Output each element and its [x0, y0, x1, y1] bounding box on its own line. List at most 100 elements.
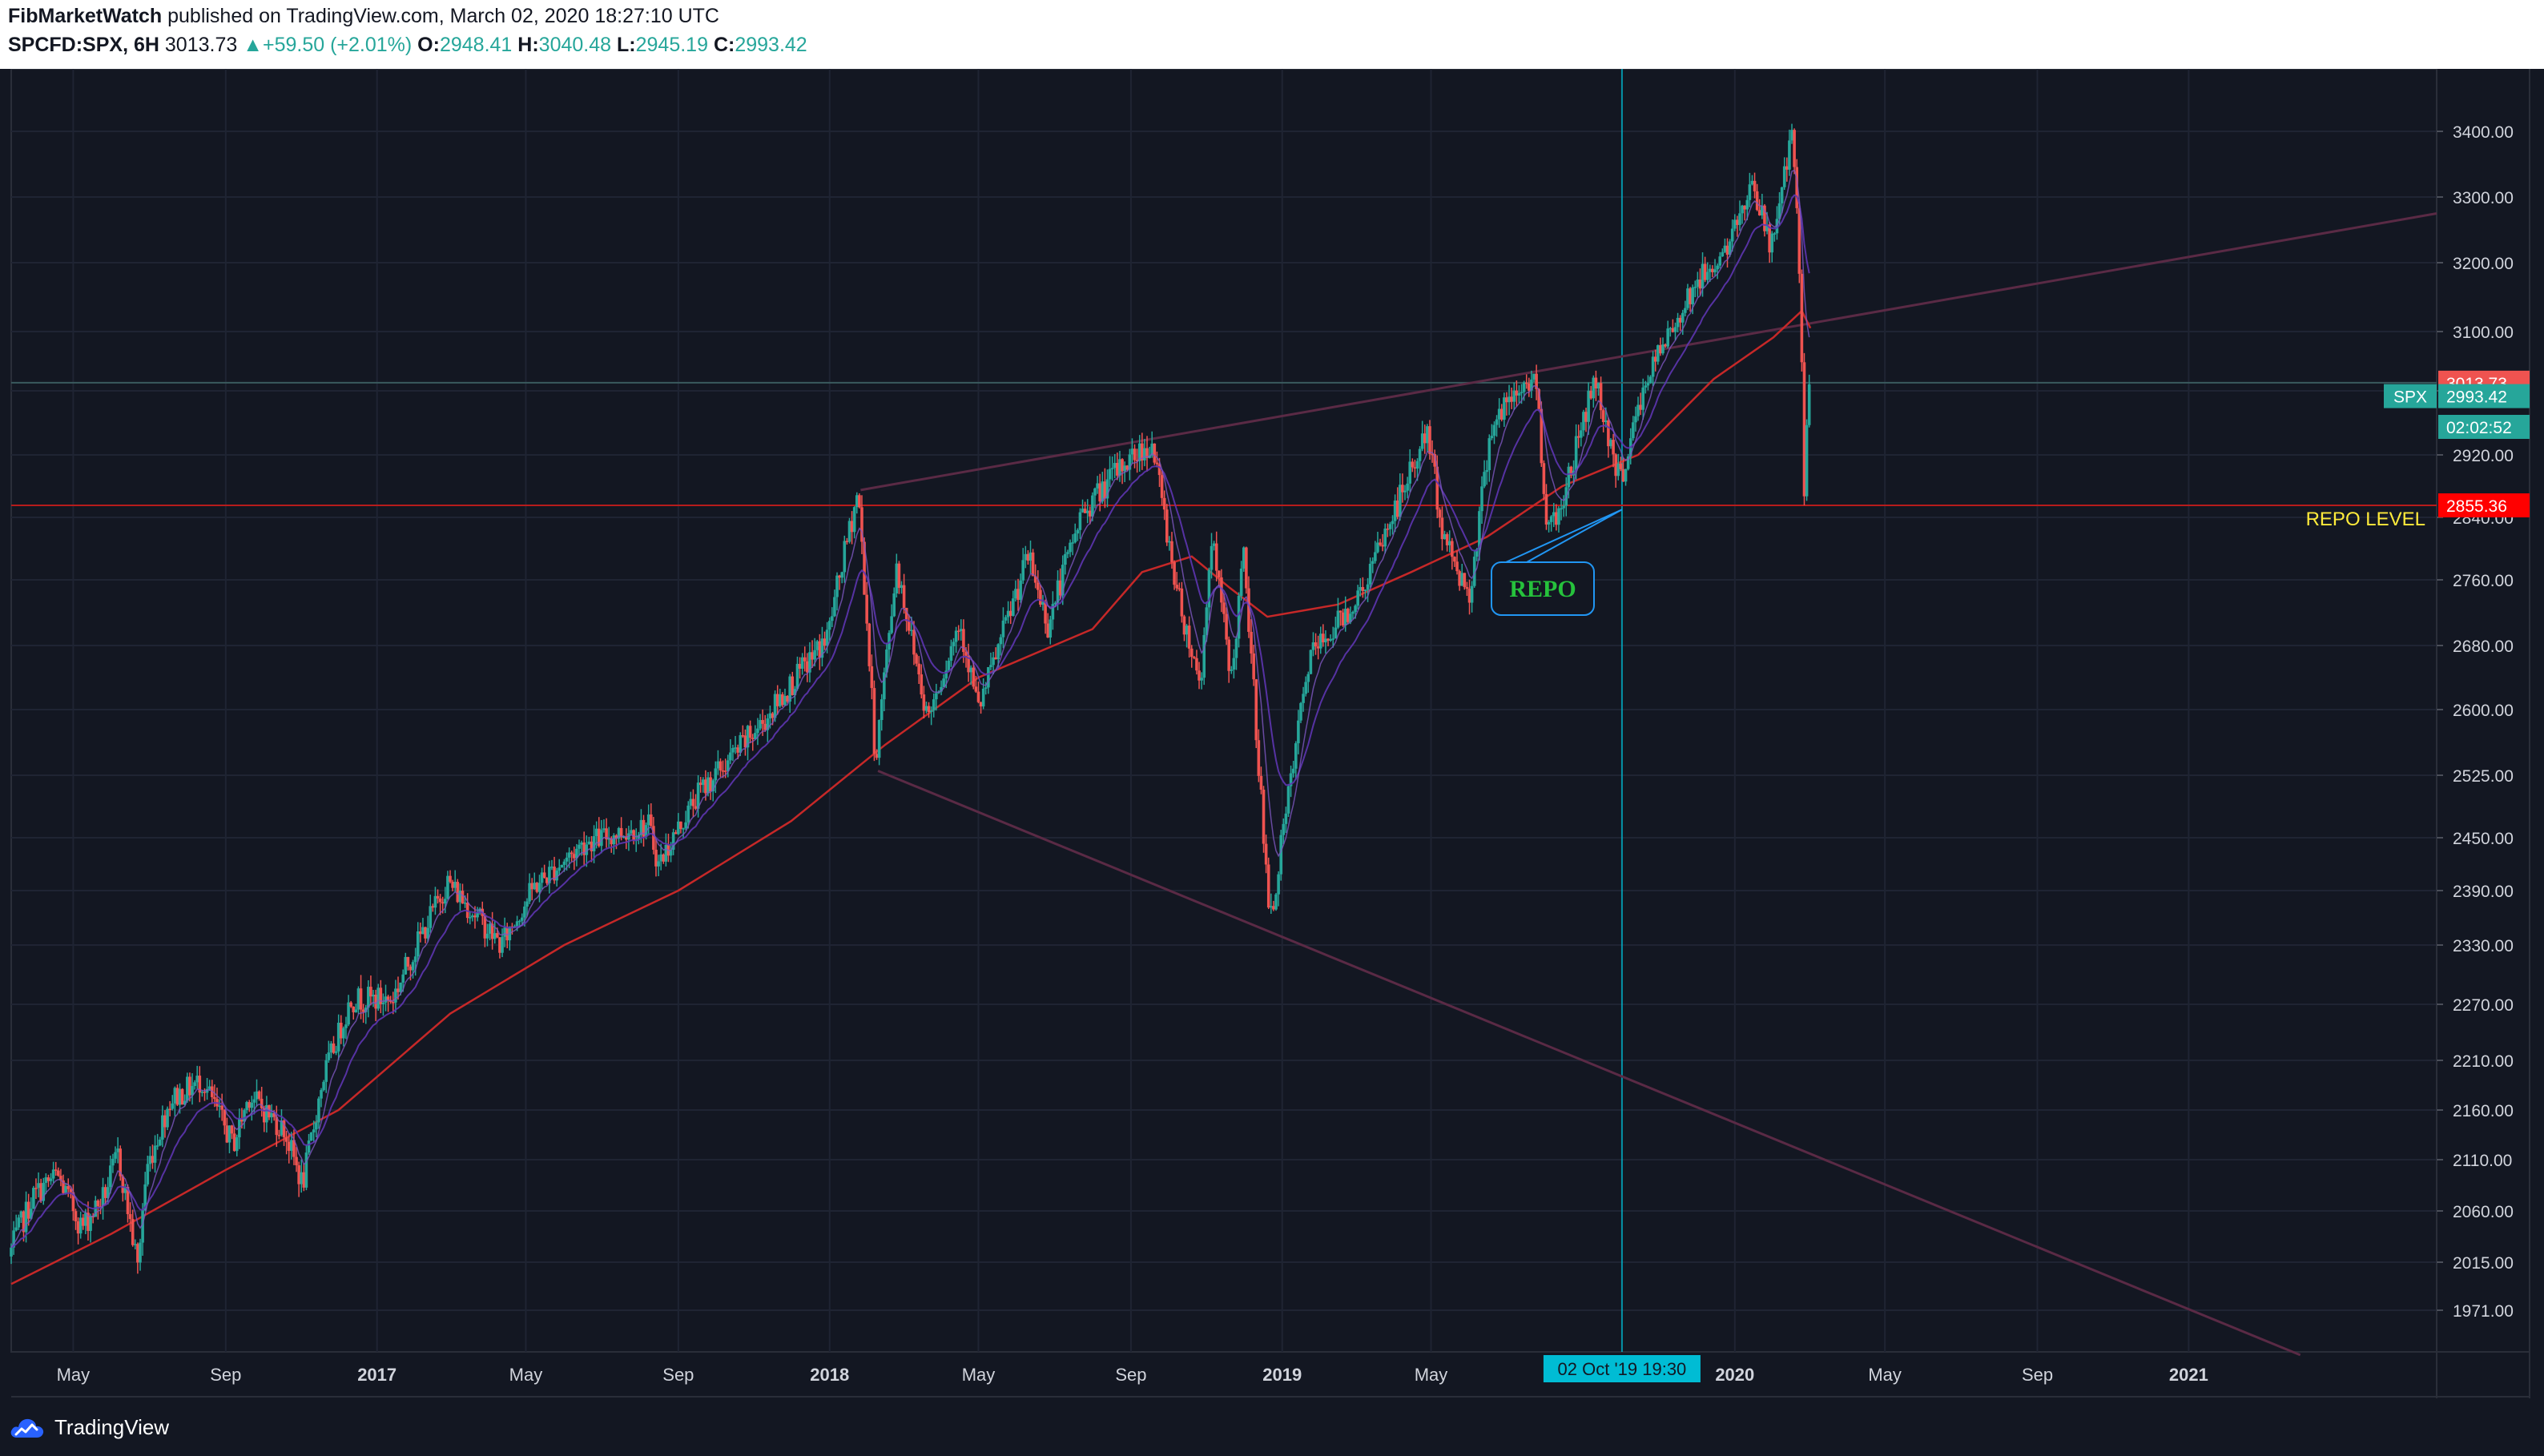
candle-body — [295, 1156, 298, 1166]
trendline — [860, 212, 2437, 492]
candle-body — [910, 629, 913, 632]
candle-body — [987, 666, 990, 688]
candle-body — [929, 710, 933, 713]
candle-body — [126, 1186, 130, 1214]
candle-body — [275, 1116, 279, 1136]
y-tick-label: 2210.00 — [2453, 1052, 2514, 1071]
candle-body — [46, 1177, 50, 1181]
candle-body — [935, 693, 938, 700]
candle-body — [1641, 387, 1645, 410]
price-label-bg — [2438, 384, 2530, 408]
candle-body — [1105, 479, 1109, 499]
candle-body — [284, 1137, 288, 1142]
candle-body — [1495, 419, 1499, 425]
candle-body — [1634, 416, 1637, 423]
candle-body — [639, 819, 643, 835]
candle-body — [22, 1211, 26, 1233]
y-tick-label: 2450.00 — [2453, 830, 2514, 848]
candle-body — [1612, 440, 1615, 455]
candle-body — [1698, 280, 1702, 289]
candle-body — [654, 850, 658, 867]
candle-body — [949, 646, 953, 661]
candle-body — [347, 1002, 350, 1025]
candle-body — [855, 495, 859, 508]
repo-callout-pointer — [1505, 509, 1623, 563]
candle-body — [444, 899, 447, 904]
candle-body — [1386, 529, 1390, 530]
candle-body — [1736, 219, 1739, 225]
candle-body — [84, 1213, 87, 1226]
candle-body — [1366, 584, 1370, 590]
candle-body — [833, 597, 836, 617]
candle-body — [1705, 271, 1709, 280]
candle-body — [496, 933, 499, 938]
price-chart[interactable]: 1971.00 2015.00 2060.00 2110.00 2160.00 2210.… — [0, 69, 2544, 1398]
price-label-bg — [2438, 493, 2530, 518]
ma-mid-line — [10, 194, 1810, 1249]
tradingview-logo-icon — [10, 1418, 44, 1438]
candle-body — [1036, 582, 1040, 590]
candle-body — [1343, 609, 1347, 625]
candle-body — [575, 848, 578, 859]
candle-body — [57, 1170, 60, 1176]
price-label-text: 02:02:52 — [2446, 419, 2512, 437]
candle-body — [1046, 623, 1049, 638]
candle-body — [773, 694, 777, 718]
candle-body — [691, 798, 695, 806]
candle-body — [739, 734, 743, 753]
candle-body — [272, 1112, 276, 1117]
candle-body — [1093, 488, 1097, 496]
y-tick-label: 2110.00 — [2453, 1152, 2512, 1170]
x-tick-label: 2021 — [2169, 1365, 2208, 1385]
candle-body — [240, 1118, 244, 1122]
candle-body — [729, 752, 732, 761]
candle-body — [592, 836, 596, 851]
candle-body — [1458, 571, 1461, 586]
candle-body — [858, 495, 861, 508]
x-tick-label: May — [1415, 1365, 1448, 1385]
candle-body — [954, 630, 958, 642]
candle-body — [1053, 602, 1057, 605]
candle-body — [915, 654, 918, 664]
candle-body — [1250, 631, 1253, 654]
candle-body — [1279, 835, 1283, 875]
candle-body — [1607, 420, 1610, 447]
candle-body — [386, 996, 390, 1000]
candle-body — [503, 927, 506, 937]
candle-body — [488, 923, 492, 934]
candle-body — [1768, 224, 1771, 253]
candle-body — [183, 1100, 187, 1105]
candle-body — [1451, 541, 1454, 557]
candle-body — [1264, 843, 1268, 865]
candle-body — [1797, 207, 1801, 274]
last-price: 3013.73 — [164, 34, 238, 56]
candle-body — [788, 676, 791, 702]
candle-body — [225, 1125, 229, 1143]
candle-body — [956, 630, 960, 632]
candle-body — [1277, 874, 1280, 895]
candle-body — [1187, 625, 1191, 649]
candle-body — [280, 1120, 284, 1136]
candle-body — [493, 933, 497, 939]
candle-body — [1076, 529, 1080, 534]
candle-body — [1601, 410, 1605, 423]
candle-body — [1703, 263, 1707, 280]
candle-body — [1478, 511, 1481, 549]
candle-body — [1024, 553, 1028, 561]
candle-body — [731, 748, 735, 753]
candle-body — [1576, 436, 1580, 438]
candle-body — [1193, 657, 1196, 658]
author-name[interactable]: FibMarketWatch — [8, 5, 163, 27]
candle-body — [250, 1102, 254, 1108]
tradingview-brand[interactable]: TradingView — [10, 1411, 169, 1443]
candle-body — [1232, 658, 1236, 670]
candle-body — [1761, 205, 1764, 215]
candle-body — [1039, 589, 1042, 605]
candle-body — [1535, 373, 1538, 389]
candle-body — [677, 821, 680, 835]
candle-body — [364, 1008, 368, 1012]
candle-body — [1318, 633, 1322, 649]
candle-body — [263, 1108, 266, 1123]
candle-body — [1294, 743, 1298, 769]
candle-body — [1684, 308, 1687, 313]
